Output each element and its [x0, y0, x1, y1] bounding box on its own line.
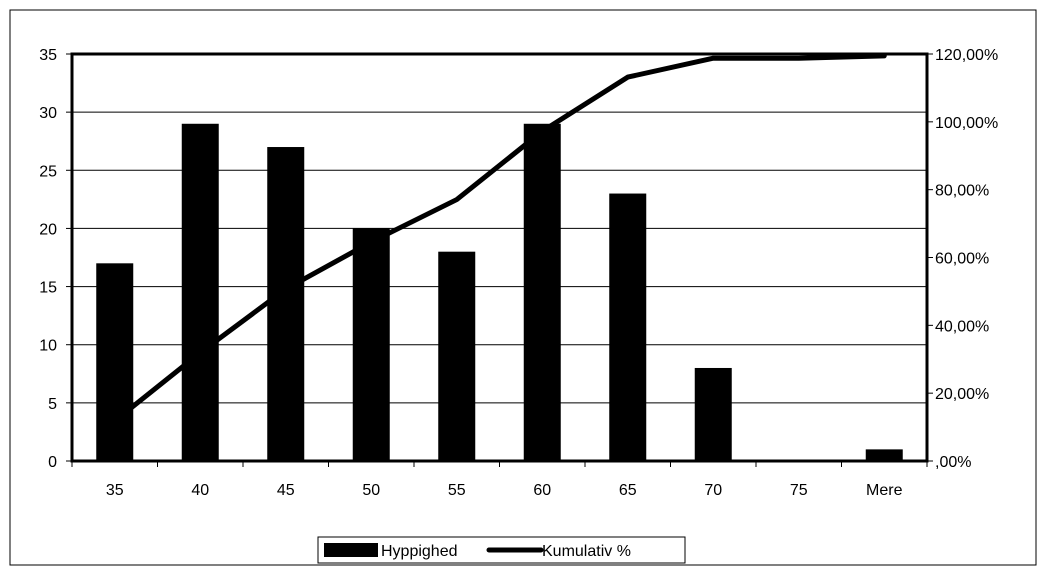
legend-label-hyppighed: Hyppighed	[381, 543, 458, 560]
bar-55	[438, 252, 475, 461]
right-axis-tick-label: 60,00%	[935, 251, 989, 268]
bar-65	[609, 194, 646, 461]
legend-swatch-hyppighed	[324, 543, 378, 557]
right-axis-tick-label: 40,00%	[935, 318, 989, 335]
right-axis-tick-label: 120,00%	[935, 47, 998, 64]
bar-mere	[866, 449, 903, 461]
right-axis-tick-label: 20,00%	[935, 386, 989, 403]
legend: Hyppighed Kumulativ %	[318, 537, 685, 563]
x-axis-tick-label: 50	[362, 482, 380, 499]
left-axis-tick-label: 30	[39, 105, 57, 122]
bar-50	[353, 228, 390, 461]
left-axis-tick-label: 5	[48, 396, 57, 413]
bar-40	[182, 124, 219, 461]
right-axis-tick-label: ,00%	[935, 454, 971, 471]
left-axis-tick-label: 0	[48, 454, 57, 471]
legend-label-kumulativ: Kumulativ %	[542, 543, 631, 560]
bar-35	[96, 263, 133, 461]
right-axis-tick-label: 80,00%	[935, 183, 989, 200]
x-axis-tick-label: 60	[533, 482, 551, 499]
x-axis-tick-label: 65	[619, 482, 637, 499]
left-axis-tick-label: 20	[39, 221, 57, 238]
x-axis-tick-label: Mere	[866, 482, 903, 499]
left-axis-tick-label: 25	[39, 163, 57, 180]
left-axis-tick-label: 35	[39, 47, 57, 64]
x-axis-tick-label: 55	[448, 482, 466, 499]
left-axis-tick-label: 15	[39, 280, 57, 297]
x-axis-tick-label: 40	[191, 482, 209, 499]
x-axis-tick-label: 45	[277, 482, 295, 499]
left-axis-tick-label: 10	[39, 338, 57, 355]
bar-45	[267, 147, 304, 461]
x-axis-tick-label: 70	[704, 482, 722, 499]
bar-60	[524, 124, 561, 461]
bar-70	[695, 368, 732, 461]
right-axis-tick-label: 100,00%	[935, 115, 998, 132]
x-axis-tick-label: 35	[106, 482, 124, 499]
x-axis-tick-label: 75	[790, 482, 808, 499]
